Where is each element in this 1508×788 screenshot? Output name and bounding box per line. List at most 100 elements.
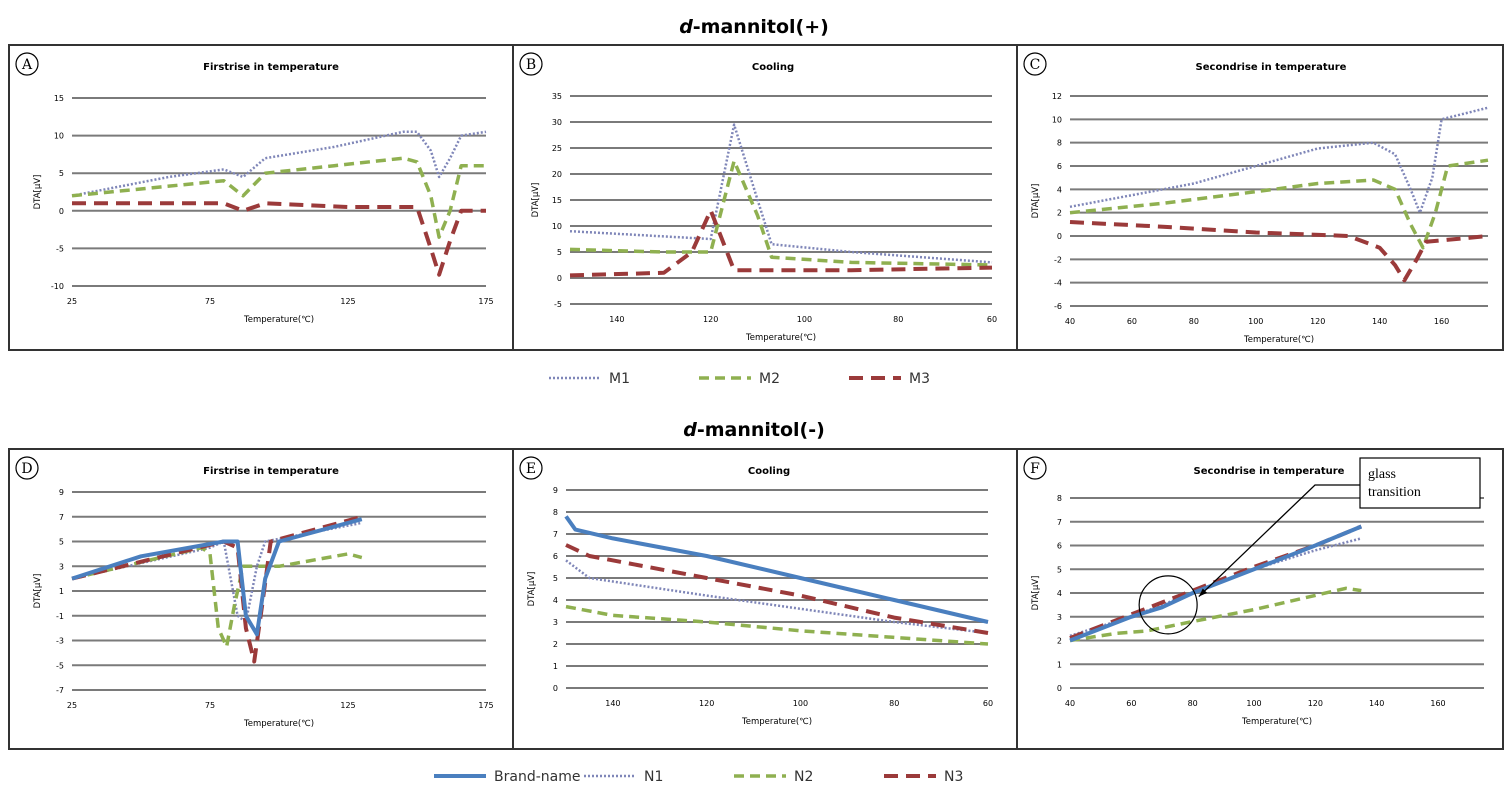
x-tick-label: 40: [1065, 317, 1075, 326]
x-tick-label: 75: [205, 297, 215, 306]
series-line-n2: [1069, 586, 1362, 643]
y-tick-label: 5: [553, 574, 558, 583]
x-tick-label: 60: [1127, 317, 1137, 326]
y-tick-label: 0: [1057, 684, 1062, 693]
y-tick-label: 10: [552, 222, 562, 231]
y-tick-label: 7: [59, 513, 64, 522]
y-tick-label: 2: [1057, 637, 1062, 646]
y-tick-label: 3: [1057, 613, 1062, 622]
panel-letter-circle: [519, 456, 543, 480]
series-line-brand-name: [71, 517, 363, 637]
x-axis-label: Temperature(℃): [1241, 717, 1312, 727]
y-tick-label: 2: [553, 640, 558, 649]
x-tick-label: 140: [1369, 699, 1384, 708]
y-tick-label: 8: [1057, 139, 1062, 148]
y-axis-label: DTA[μV]: [531, 183, 541, 218]
x-tick-label: 100: [793, 699, 808, 708]
y-tick-label: -5: [56, 244, 64, 253]
panel-letter: D: [15, 456, 39, 480]
y-tick-label: 4: [1057, 185, 1062, 194]
x-tick-label: 120: [1308, 699, 1323, 708]
series-line-m3: [72, 201, 486, 277]
y-tick-label: 4: [1057, 589, 1062, 598]
panel-letter: C: [1023, 52, 1047, 76]
y-tick-label: 15: [54, 94, 64, 103]
x-tick-label: 100: [1246, 699, 1261, 708]
x-tick-label: 60: [1126, 699, 1136, 708]
chart-d: D Firstrise in temperature -7 -5 -3 -1 1 3 5 7 9 25…: [15, 456, 494, 729]
panel-letter-circle: [519, 52, 543, 76]
annotation-circle: [1138, 575, 1198, 635]
chart-panel-c: C Secondrise in temperature -6 -4 -2 0 2 4 6 8 10 1…: [1016, 44, 1504, 351]
x-tick-label: 25: [67, 701, 77, 710]
series-line-n1: [565, 559, 989, 635]
y-tick-label: 10: [54, 132, 64, 141]
x-tick-label: 125: [340, 297, 355, 306]
y-tick-label: 35: [552, 92, 562, 101]
panel-letter-text: E: [526, 461, 536, 477]
y-tick-label: 30: [552, 118, 562, 127]
panel-letter: E: [519, 456, 543, 480]
chart-title: Firstrise in temperature: [203, 62, 339, 73]
x-tick-label: 80: [1189, 317, 1199, 326]
glass-transition-annotation: glass transition: [1138, 457, 1481, 635]
chart-e: E Cooling 0 1 2 3 4 5 6 7 8 9 140 120 100 80 60 Temperatu…: [519, 456, 993, 727]
y-tick-label: 9: [553, 486, 558, 495]
chart-panel-e: E Cooling 0 1 2 3 4 5 6 7 8 9 140 120 100 80 60 Temperatu…: [512, 448, 1018, 750]
x-tick-label: 125: [340, 701, 355, 710]
y-tick-label: 8: [553, 508, 558, 517]
x-axis-label: Temperature(℃): [243, 719, 314, 729]
y-tick-label: 4: [553, 596, 558, 605]
y-tick-label: 0: [557, 274, 562, 283]
legend-item-n1: N1: [584, 769, 663, 785]
y-axis-label: DTA[μV]: [33, 175, 43, 210]
chart-title: Cooling: [752, 62, 794, 73]
panel-letter-circle: [15, 52, 39, 76]
y-axis-label: DTA[μV]: [1031, 184, 1041, 219]
legend-label: M3: [909, 371, 930, 387]
x-tick-label: 75: [205, 701, 215, 710]
x-tick-label: 100: [1248, 317, 1263, 326]
panel-letter-text: C: [1030, 57, 1041, 73]
y-tick-label: -1: [56, 612, 64, 621]
y-tick-label: 5: [557, 248, 562, 257]
y-tick-label: -6: [1054, 302, 1062, 311]
series-line-m2: [71, 156, 486, 239]
legend-item-m3: M3: [849, 371, 930, 387]
series-line-m3: [569, 208, 993, 278]
x-axis-label: Temperature(℃): [243, 315, 314, 325]
legend-positive-svg: M1 M2 M3: [549, 371, 930, 387]
y-tick-label: 2: [1057, 209, 1062, 218]
y-tick-label: 0: [59, 207, 64, 216]
chart-panel-a: A Firstrise in temperature -10 -5 0 5 10 15 25 75…: [8, 44, 514, 351]
annotation-box: [1359, 457, 1481, 509]
chart-title: Secondrise in temperature: [1196, 62, 1347, 73]
legend-positive: M1 M2 M3: [0, 366, 1508, 390]
chart-c: C Secondrise in temperature -6 -4 -2 0 2 4 6 8 10 1…: [1023, 52, 1489, 345]
panel-letter: A: [15, 52, 39, 76]
legend-item-n2: N2: [734, 769, 813, 785]
y-tick-label: 20: [552, 170, 562, 179]
legend-item-m1: M1: [549, 371, 630, 387]
panel-letter-text: B: [526, 57, 536, 73]
legend-label: M2: [759, 371, 780, 387]
series-line-m1: [71, 130, 487, 198]
x-tick-label: 60: [987, 315, 997, 324]
y-tick-label: -5: [56, 661, 64, 670]
series-line-m1: [1069, 106, 1489, 214]
chart-panel-f: F Secondrise in temperature 0 1 2 3 4 5 6 7 8 40 60 8…: [1016, 448, 1504, 750]
y-axis-label: DTA[μV]: [527, 572, 537, 607]
x-tick-label: 100: [797, 315, 812, 324]
x-tick-label: 120: [699, 699, 714, 708]
annotation-arrow: [1198, 484, 1360, 598]
y-tick-label: 1: [59, 587, 64, 596]
x-tick-label: 60: [983, 699, 993, 708]
chart-b: B Cooling -5 0 5 10 15 20 25 30 35 140 120 100 80 60 Tem…: [519, 52, 997, 343]
x-axis-label: Temperature(℃): [741, 717, 812, 727]
series-line-n2: [565, 604, 989, 646]
series-line-m2: [1069, 158, 1489, 250]
x-tick-label: 140: [1372, 317, 1387, 326]
x-tick-label: 80: [1188, 699, 1198, 708]
x-tick-label: 120: [1310, 317, 1325, 326]
series-line-m1: [569, 123, 993, 264]
